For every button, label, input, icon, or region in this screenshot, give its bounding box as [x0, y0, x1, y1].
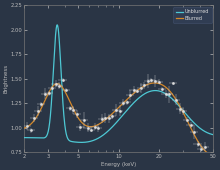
Line: Unblurred: Unblurred	[24, 25, 213, 142]
Unblurred	[167, 94, 169, 96]
X-axis label: Energy (keV): Energy (keV)	[101, 162, 136, 167]
Unblurred	[138, 97, 141, 99]
Blurred	[138, 88, 140, 90]
Unblurred	[80, 141, 83, 143]
Unblurred	[186, 115, 189, 117]
Unblurred	[212, 134, 214, 136]
Unblurred	[35, 137, 37, 139]
Y-axis label: Brightness: Brightness	[4, 64, 9, 94]
Blurred	[154, 82, 156, 84]
Blurred	[167, 88, 169, 90]
Unblurred	[23, 137, 26, 139]
Unblurred	[144, 92, 147, 95]
Unblurred	[56, 24, 59, 26]
Blurred	[143, 85, 146, 87]
Blurred	[186, 120, 189, 122]
Unblurred	[133, 101, 136, 103]
Legend: Unblurred, Blurred: Unblurred, Blurred	[173, 7, 212, 23]
Blurred	[212, 154, 214, 156]
Blurred	[133, 92, 135, 94]
Blurred	[35, 117, 37, 119]
Line: Blurred: Blurred	[24, 83, 213, 155]
Blurred	[23, 127, 26, 129]
